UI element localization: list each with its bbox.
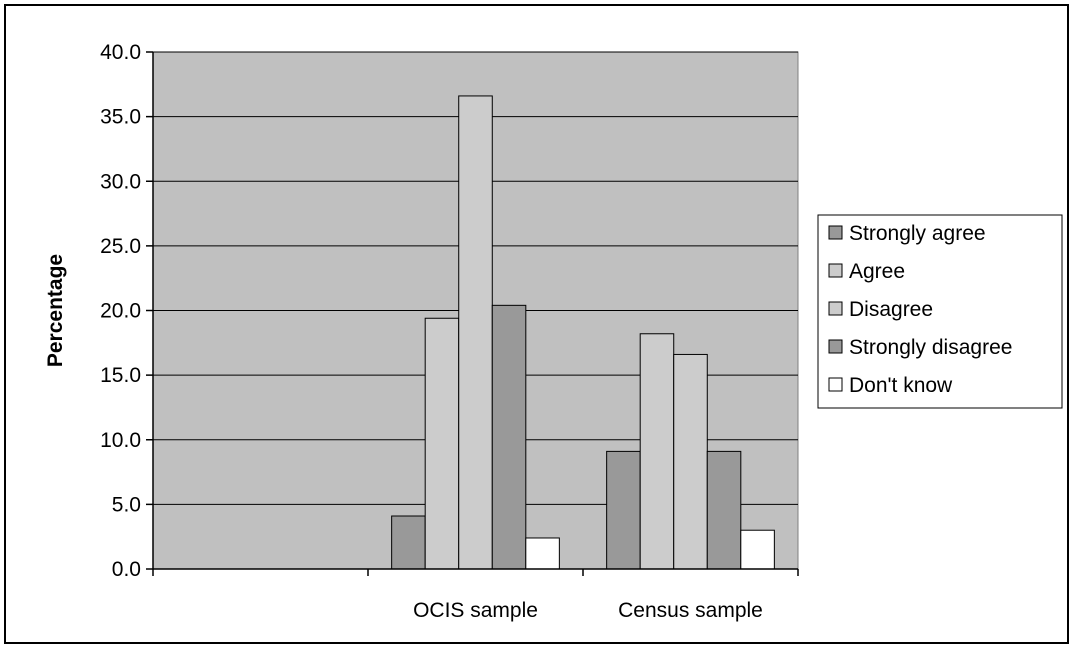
legend-swatch — [828, 339, 843, 354]
y-tick-label: 40.0 — [100, 41, 141, 64]
legend-label: Strongly agree — [849, 222, 986, 245]
bar — [491, 304, 527, 570]
bar — [458, 95, 493, 570]
bar — [673, 353, 708, 570]
x-category-label: Census sample — [618, 599, 763, 622]
legend: Strongly agree Agree Disagree Strongly disa… — [817, 214, 1063, 409]
legend-swatch — [828, 225, 843, 240]
legend-box — [817, 214, 1063, 409]
legend-label: Disagree — [849, 298, 933, 321]
y-tick-label: 0.0 — [112, 558, 141, 581]
x-tick-labels: OCIS sample Census sample — [413, 599, 763, 622]
y-tick-labels: 0.0 5.0 10.0 15.0 20.0 25.0 30.0 35.0 40.0 — [100, 41, 141, 581]
legend-swatch — [828, 301, 843, 316]
legend-label: Don't know — [849, 374, 953, 397]
x-category-label: OCIS sample — [413, 599, 538, 622]
bars — [391, 95, 775, 570]
bar — [424, 317, 460, 570]
axes — [146, 51, 799, 576]
y-tick-label: 5.0 — [112, 493, 141, 516]
y-tick-label: 15.0 — [100, 364, 141, 387]
y-tick-label: 20.0 — [100, 300, 141, 323]
bar — [639, 333, 675, 570]
y-tick-label: 25.0 — [100, 235, 141, 258]
bar — [525, 537, 560, 570]
y-tick-label: 35.0 — [100, 106, 141, 129]
legend-label: Agree — [849, 260, 905, 283]
legend-label: Strongly disagree — [849, 336, 1012, 359]
y-axis-label: Percentage — [44, 254, 67, 367]
y-tick-label: 10.0 — [100, 429, 141, 452]
y-tick-label: 30.0 — [100, 170, 141, 193]
bar — [706, 450, 742, 570]
legend-swatch — [828, 263, 843, 278]
bar — [740, 529, 775, 570]
bar — [391, 515, 426, 570]
bar — [606, 450, 641, 570]
legend-swatch — [828, 377, 843, 392]
